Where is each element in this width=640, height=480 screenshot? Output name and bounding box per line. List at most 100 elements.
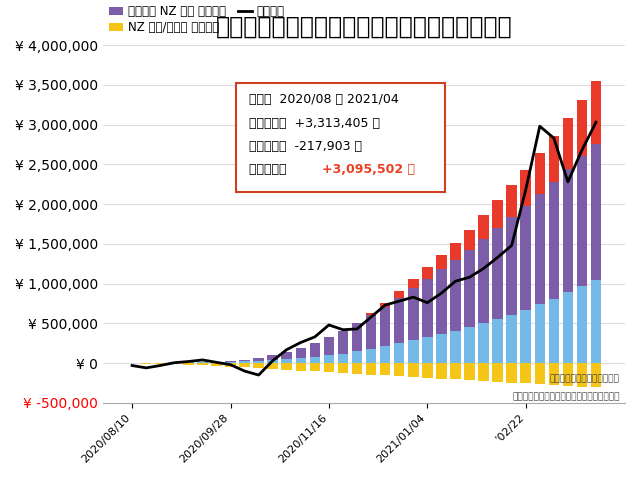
Bar: [450, 243, 461, 260]
Bar: [380, 308, 390, 347]
Bar: [534, 194, 545, 304]
Bar: [591, 363, 601, 387]
Bar: [563, 118, 573, 169]
Bar: [380, 347, 390, 363]
Bar: [577, 286, 588, 363]
Bar: [324, 355, 334, 363]
Bar: [211, 362, 221, 363]
Bar: [436, 269, 447, 334]
Bar: [450, 363, 461, 379]
Bar: [506, 314, 517, 363]
Bar: [492, 200, 503, 228]
Bar: [282, 359, 292, 363]
Bar: [422, 267, 433, 279]
Bar: [253, 361, 264, 363]
Bar: [268, 360, 278, 363]
Bar: [183, 362, 194, 363]
Bar: [464, 363, 475, 380]
Bar: [577, 363, 588, 386]
Bar: [296, 348, 306, 358]
Bar: [520, 363, 531, 384]
Bar: [478, 239, 489, 324]
Bar: [577, 100, 588, 156]
Bar: [464, 250, 475, 327]
Bar: [506, 217, 517, 314]
Bar: [563, 169, 573, 292]
Bar: [169, 363, 180, 364]
Bar: [338, 363, 348, 373]
Bar: [478, 363, 489, 381]
Bar: [492, 228, 503, 319]
Bar: [197, 363, 207, 365]
Bar: [436, 255, 447, 269]
Bar: [282, 352, 292, 359]
Bar: [338, 354, 348, 363]
Bar: [422, 279, 433, 337]
Bar: [548, 136, 559, 182]
Bar: [268, 363, 278, 369]
Bar: [534, 153, 545, 194]
Bar: [591, 144, 601, 280]
Bar: [225, 363, 236, 367]
Bar: [394, 291, 404, 298]
Bar: [296, 358, 306, 363]
Legend: 米ドル／円 実現損益, 豪ドル／ NZ ドル 実現損益, NZ ドル/米ドル 実現損益, 加ドル/円 実現損益, 合計損益: 米ドル／円 実現損益, 豪ドル／ NZ ドル 実現損益, NZ ドル/米ドル 実…: [109, 0, 321, 35]
Bar: [394, 343, 404, 363]
Bar: [520, 206, 531, 310]
Bar: [324, 363, 334, 372]
Bar: [534, 363, 545, 384]
Bar: [563, 292, 573, 363]
Bar: [338, 331, 348, 354]
Bar: [436, 334, 447, 363]
Bar: [183, 363, 194, 365]
Bar: [408, 279, 419, 288]
Bar: [366, 349, 376, 363]
Bar: [253, 358, 264, 361]
Bar: [211, 363, 221, 366]
Bar: [338, 363, 348, 365]
Bar: [268, 355, 278, 360]
Bar: [548, 182, 559, 299]
Bar: [520, 310, 531, 363]
Bar: [310, 343, 320, 357]
Bar: [324, 337, 334, 355]
Bar: [478, 324, 489, 363]
Bar: [520, 169, 531, 206]
Bar: [282, 363, 292, 370]
Bar: [296, 363, 306, 371]
Bar: [380, 363, 390, 375]
Bar: [239, 360, 250, 361]
Bar: [492, 363, 503, 382]
Bar: [225, 361, 236, 363]
Bar: [324, 363, 334, 365]
Bar: [563, 363, 573, 386]
Bar: [394, 363, 404, 376]
Bar: [169, 362, 180, 363]
Bar: [492, 319, 503, 363]
Text: 評価損益：  -217,903 円: 評価損益： -217,903 円: [249, 140, 362, 153]
Bar: [548, 363, 559, 385]
Bar: [239, 363, 250, 368]
Text: 期間：  2020/08 ～ 2021/04: 期間： 2020/08 ～ 2021/04: [249, 94, 399, 107]
Bar: [408, 363, 419, 377]
Bar: [155, 362, 166, 363]
Bar: [408, 288, 419, 340]
Bar: [450, 331, 461, 363]
Bar: [239, 361, 250, 363]
Bar: [422, 363, 433, 378]
FancyBboxPatch shape: [236, 83, 445, 192]
Bar: [464, 327, 475, 363]
Bar: [253, 363, 264, 368]
Bar: [422, 337, 433, 363]
Bar: [394, 298, 404, 343]
Bar: [352, 351, 362, 363]
Bar: [380, 303, 390, 308]
Text: +3,095,502 円: +3,095,502 円: [323, 163, 415, 176]
Bar: [352, 363, 362, 374]
Text: 合計損益：: 合計損益：: [249, 163, 295, 176]
Bar: [478, 215, 489, 239]
Title: コンサルトラリピの週次報告（ナローレンジ）: コンサルトラリピの週次報告（ナローレンジ）: [216, 15, 513, 39]
Text: 実現損益：決済益＋スワップ: 実現損益：決済益＋スワップ: [550, 374, 620, 383]
Bar: [591, 81, 601, 144]
Bar: [450, 260, 461, 331]
